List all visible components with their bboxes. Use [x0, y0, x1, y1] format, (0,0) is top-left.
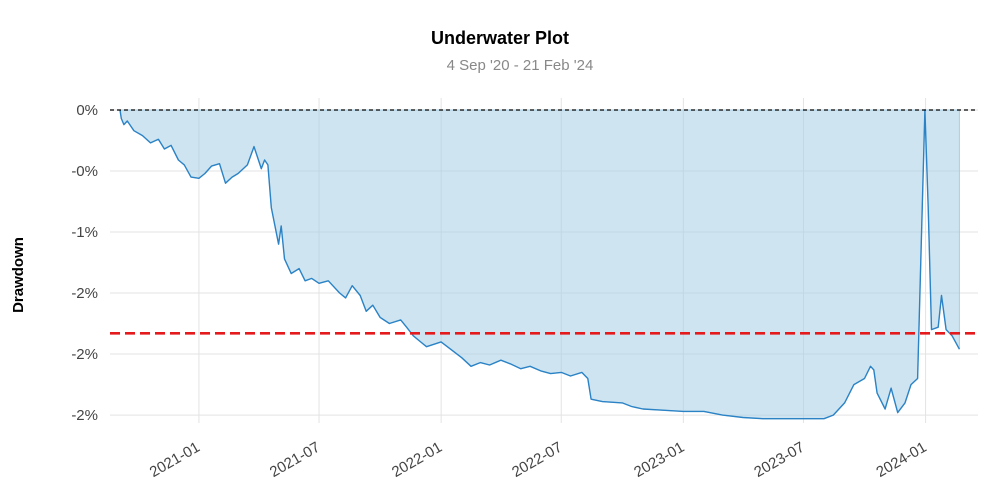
x-tick-label: 2023-07: [751, 439, 807, 481]
drawdown-fill: [119, 109, 960, 420]
y-tick-label: -2%: [71, 407, 98, 424]
x-tick-label: 2023-01: [631, 439, 687, 481]
x-ticks: 2021-01 2021-07 2022-01 2022-07 2023-01 2023-…: [147, 439, 930, 481]
x-tick-label: 2021-07: [267, 439, 323, 481]
y-axis-label: Drawdown: [10, 237, 27, 313]
drawdown-area: [119, 109, 961, 420]
x-tick-label: 2022-07: [509, 439, 565, 481]
drawdown-line: [119, 109, 961, 420]
chart-title: Underwater Plot: [431, 28, 569, 48]
x-tick-label: 2024-01: [873, 439, 929, 481]
x-tick-label: 2022-01: [389, 439, 445, 481]
y-tick-label: -0%: [71, 163, 98, 180]
x-tick-label: 2021-01: [147, 439, 203, 481]
y-tick-label: 0%: [76, 102, 98, 119]
y-tick-label: -1%: [71, 224, 98, 241]
chart-subtitle: 4 Sep '20 - 21 Feb '24: [447, 57, 594, 74]
y-ticks: 0% -0% -1% -2% -2% -2%: [71, 102, 98, 424]
y-tick-label: -2%: [71, 346, 98, 363]
reference-lines: [110, 109, 978, 335]
y-tick-label: -2%: [71, 285, 98, 302]
